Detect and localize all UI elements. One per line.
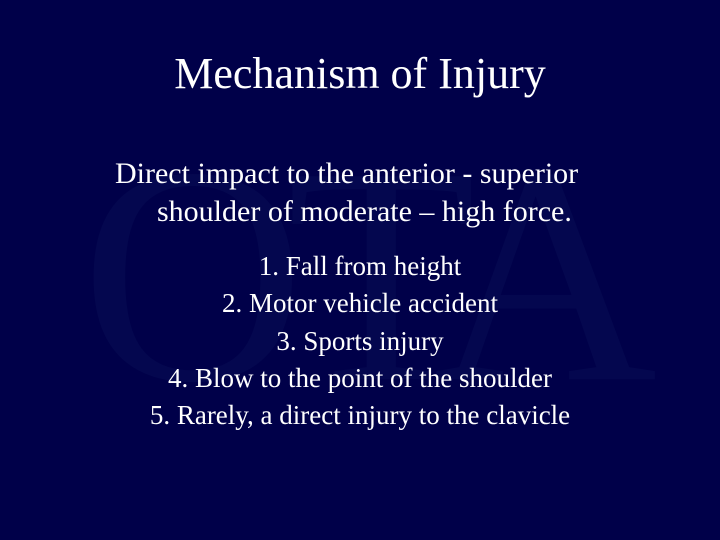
list-item: 1. Fall from height: [0, 248, 720, 285]
slide: OTA Mechanism of Injury Direct impact to…: [0, 0, 720, 540]
slide-title: Mechanism of Injury: [0, 0, 720, 99]
list-item: 5. Rarely, a direct injury to the clavic…: [0, 397, 720, 434]
list-item: 2. Motor vehicle accident: [0, 285, 720, 322]
slide-content: Mechanism of Injury Direct impact to the…: [0, 0, 720, 434]
list-item: 4. Blow to the point of the shoulder: [0, 360, 720, 397]
slide-subtitle: Direct impact to the anterior - superior…: [0, 99, 720, 230]
numbered-list: 1. Fall from height 2. Motor vehicle acc…: [0, 230, 720, 434]
subtitle-line-2: shoulder of moderate – high force.: [115, 193, 630, 231]
list-item: 3. Sports injury: [0, 323, 720, 360]
subtitle-line-1: Direct impact to the anterior - superior: [115, 155, 630, 193]
